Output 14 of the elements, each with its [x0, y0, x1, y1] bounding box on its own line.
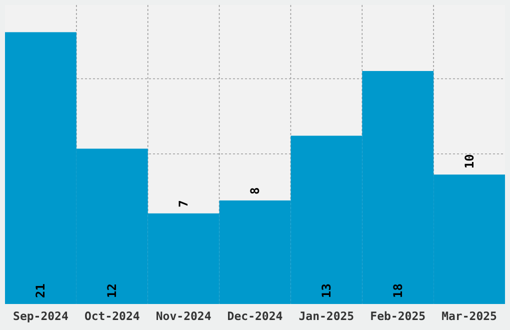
data-label: 10 [462, 154, 476, 169]
data-label: 8 [248, 187, 262, 194]
x-tick-label: Dec-2024 [227, 309, 283, 323]
x-tick-label: Sep-2024 [13, 309, 68, 323]
data-label: 12 [105, 284, 120, 298]
x-tick-label: Mar-2025 [442, 309, 498, 323]
x-tick-label: Jan-2025 [298, 309, 354, 323]
data-label: 13 [319, 284, 334, 298]
x-tick-label: Nov-2024 [156, 309, 212, 323]
data-label: 7 [176, 200, 191, 208]
x-tick-label: Feb-2025 [370, 309, 426, 323]
data-label: 21 [34, 284, 48, 298]
data-label: 18 [390, 284, 405, 298]
x-tick-label: Oct-2024 [84, 309, 140, 323]
